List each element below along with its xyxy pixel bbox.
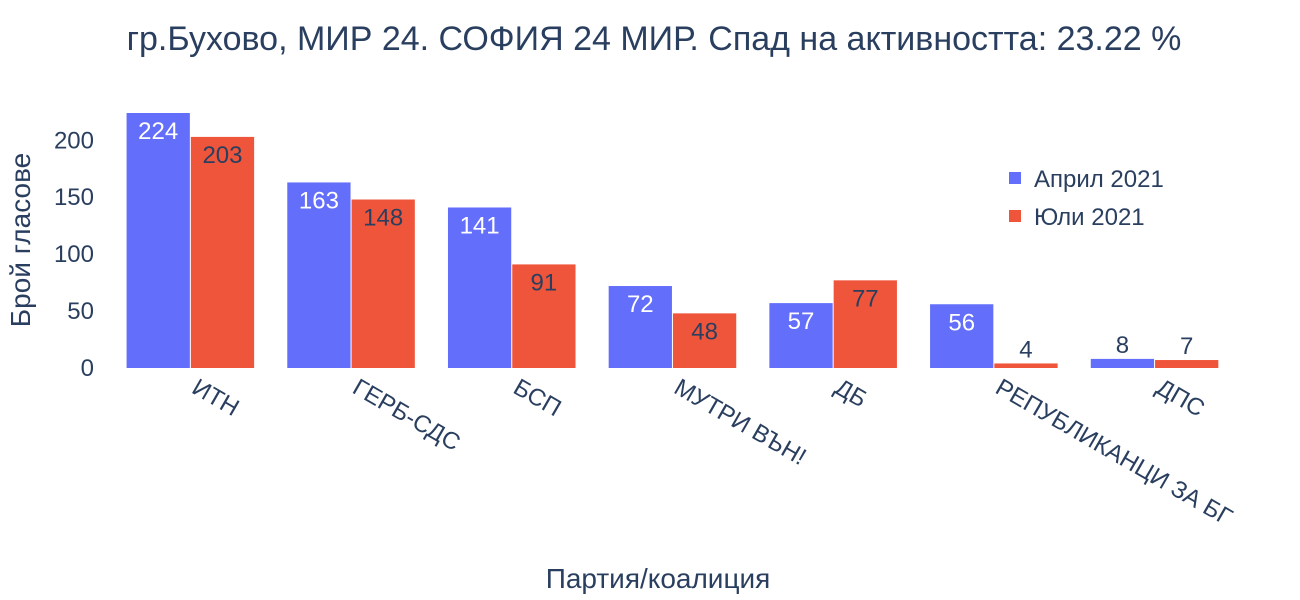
legend-label[interactable]: Юли 2021 [1034,204,1145,231]
bar[interactable] [833,280,897,368]
bar[interactable] [930,304,994,368]
bar[interactable] [1090,358,1155,368]
x-tick-label: МУТРИ ВЪН! [669,374,810,471]
bar[interactable] [447,207,512,368]
bar-value-label: 148 [363,205,403,232]
bar[interactable] [672,313,737,368]
bar-value-label: 8 [1116,332,1129,359]
bar-value-label: 7 [1180,333,1193,360]
y-tick-label: 100 [54,241,94,268]
x-tick-label: ИТН [187,374,243,422]
y-axis-title: Брой гласове [5,153,36,327]
bar[interactable] [994,363,1058,368]
bar[interactable] [190,136,255,368]
legend-swatch[interactable] [1009,210,1021,222]
bar-value-label: 141 [460,212,500,239]
bar-value-label: 203 [202,142,242,169]
bar-value-label: 4 [1019,336,1032,363]
bar-value-label: 77 [852,285,879,312]
bar-value-label: 163 [299,187,339,214]
bar[interactable] [287,182,351,368]
bar-value-label: 224 [138,118,178,145]
y-tick-label: 150 [54,184,94,211]
x-tick-label: ДПС [1152,374,1210,423]
bar-value-label: 48 [691,318,718,345]
y-tick-label: 50 [67,298,94,325]
bar[interactable] [769,303,833,368]
x-tick-label: БСП [509,374,566,422]
bars [126,113,1219,368]
x-tick-label: ГЕРБ-СДС [348,374,465,457]
bar-value-label: 72 [627,291,654,318]
bar[interactable] [351,199,415,368]
x-axis-ticks: ИТН ГЕРБ-СДС БСП МУТРИ ВЪН! ДБ РЕПУБЛИКАНЦИ З… [187,374,1236,531]
y-tick-label: 0 [81,355,94,382]
legend-swatch[interactable] [1009,172,1021,184]
bar-value-label: 56 [948,309,975,336]
bar[interactable] [512,264,576,368]
bar[interactable] [1155,360,1219,368]
bar[interactable] [608,286,672,368]
chart-title: гр.Бухово, МИР 24. СОФИЯ 24 МИР. Спад на… [127,20,1182,58]
x-tick-label: ДБ [830,374,871,413]
x-axis-title: Партия/коалиция [546,563,771,594]
y-axis-ticks: 0 50 100 150 200 [54,127,94,382]
legend[interactable]: Април 2021 Юли 2021 [1009,166,1164,231]
y-tick-label: 200 [54,127,94,154]
bar-value-label: 91 [531,269,558,296]
bar-value-label: 57 [788,308,815,335]
legend-label[interactable]: Април 2021 [1034,166,1164,193]
bar[interactable] [126,113,190,368]
